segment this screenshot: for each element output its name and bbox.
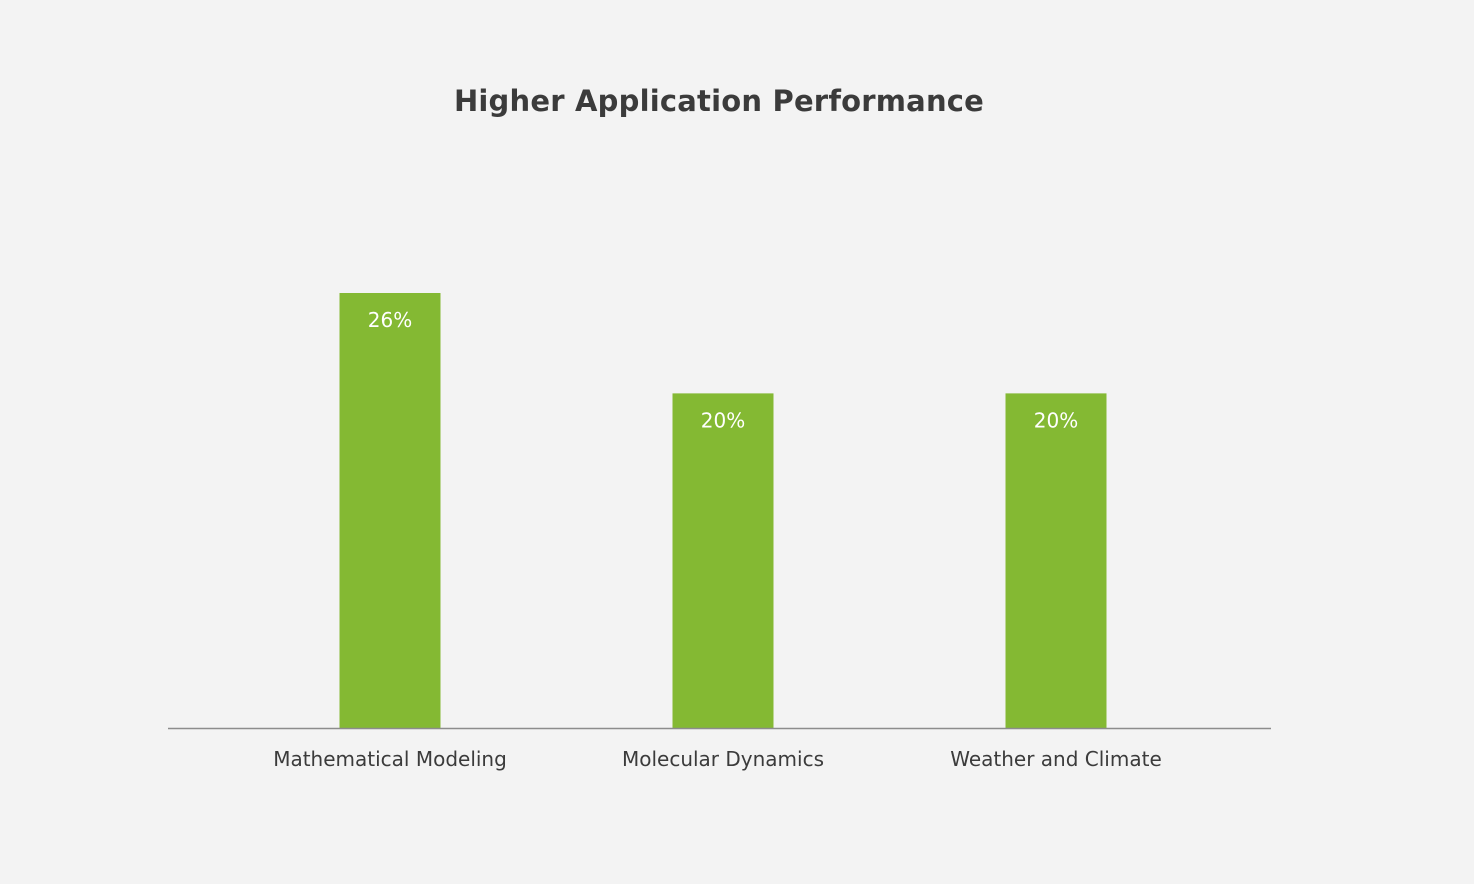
chart-title: Higher Application Performance	[453, 84, 985, 118]
data-label-0: 26%	[368, 308, 412, 332]
x-tick-label-1: Molecular Dynamics	[622, 747, 824, 771]
bar-0	[339, 293, 441, 728]
bar-2	[1005, 393, 1107, 728]
bar-1	[672, 393, 774, 728]
data-label-2: 20%	[1034, 408, 1078, 432]
data-label-1: 20%	[701, 408, 745, 432]
bars-layer: 26% 20% 20%	[339, 293, 1107, 728]
x-tick-label-2: Weather and Climate	[950, 747, 1162, 771]
x-tick-label-0: Mathematical Modeling	[273, 747, 507, 771]
tick-labels-layer: Mathematical Modeling Molecular Dynamics W…	[273, 747, 1162, 771]
